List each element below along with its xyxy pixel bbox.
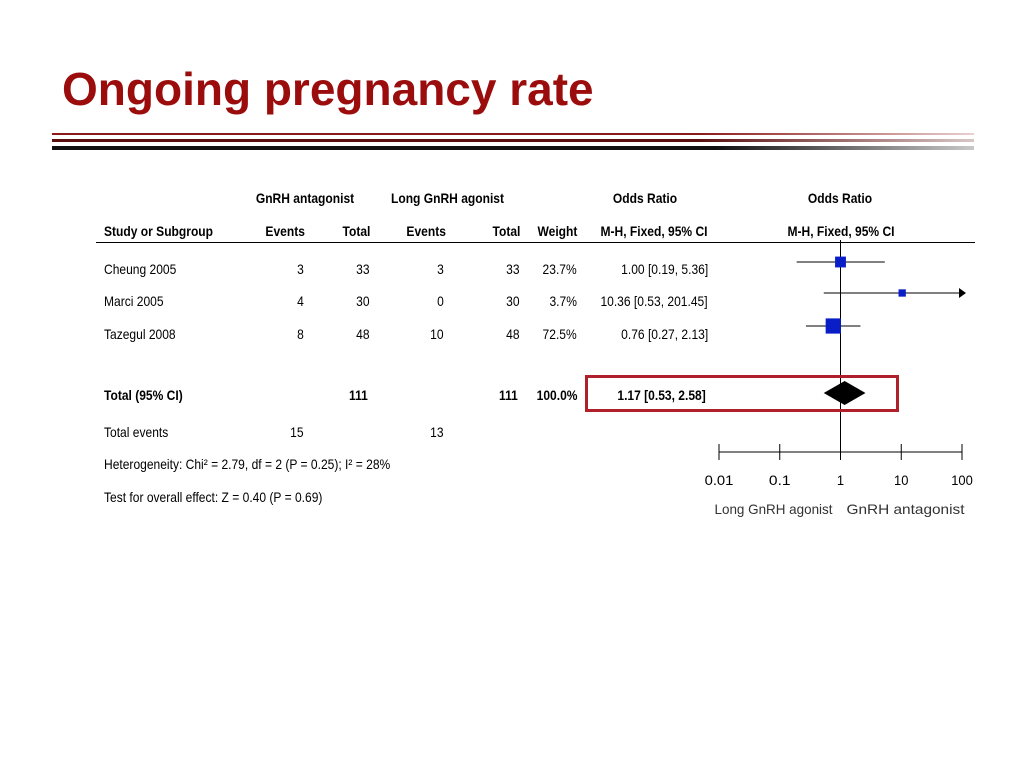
- row-study: Marci 2005: [104, 293, 164, 309]
- col-header-ctl-events: Events: [406, 223, 446, 239]
- row-study: Cheung 2005: [104, 261, 177, 277]
- row-ctl-events: 10: [430, 326, 444, 342]
- x-tick-label: 10: [894, 472, 909, 488]
- title-rule-top: [52, 133, 974, 135]
- row-ctl-events: 3: [437, 261, 444, 277]
- row-exp-total: 30: [356, 293, 370, 309]
- heterogeneity-text: Heterogeneity: Chi² = 2.79, df = 2 (P = …: [104, 456, 391, 472]
- total-weight: 100.0%: [536, 387, 577, 403]
- header-rule: [96, 242, 975, 243]
- pooled-diamond: [823, 381, 866, 405]
- col-header-weight: Weight: [537, 223, 577, 239]
- x-tick-label: 100: [951, 472, 973, 488]
- x-tick-label: 1: [837, 472, 844, 488]
- row-weight: 72.5%: [542, 326, 577, 342]
- total-label: Total (95% CI): [104, 387, 183, 403]
- forest-plot: 0.01 0.1 1 10 100 Long GnRH agonist GnRH antag…: [705, 240, 973, 517]
- col-header-exp-events: Events: [265, 223, 305, 239]
- row-exp-events: 8: [297, 326, 304, 342]
- row-ctl-events: 0: [437, 293, 444, 309]
- slide-title: Ongoing pregnancy rate: [62, 63, 594, 115]
- row-exp-total: 48: [356, 326, 370, 342]
- total-events-exp: 15: [290, 424, 304, 440]
- row-ctl-total: 33: [506, 261, 520, 277]
- group-header-control: Long GnRH agonist: [390, 190, 505, 206]
- group-header-or-ci: Odds Ratio: [612, 190, 678, 206]
- row-ci: 10.36 [0.53, 201.45]: [600, 293, 708, 309]
- total-events-label: Total events: [104, 424, 169, 440]
- overall-effect-text: Test for overall effect: Z = 0.40 (P = 0…: [104, 489, 323, 505]
- group-header-or-plot: Odds Ratio: [807, 190, 873, 206]
- total-highlight-box: [585, 375, 899, 412]
- col-header-ctl-total: Total: [492, 223, 520, 239]
- group-header-experimental: GnRH antagonist: [255, 190, 355, 206]
- study-box: [825, 318, 841, 334]
- x-tick-label: 0.01: [705, 472, 734, 488]
- row-ctl-total: 30: [506, 293, 520, 309]
- row-ctl-total: 48: [506, 326, 520, 342]
- row-exp-events: 4: [297, 293, 304, 309]
- title-rule-middle: [52, 139, 974, 142]
- study-box: [835, 256, 846, 268]
- ci-arrow: [959, 288, 966, 298]
- title-rule-bottom: [52, 146, 974, 150]
- row-exp-total: 33: [356, 261, 370, 277]
- total-ctl-total: 111: [499, 387, 518, 403]
- total-ci: 1.17 [0.53, 2.58]: [617, 387, 706, 403]
- x-tick-label: 0.1: [769, 472, 791, 488]
- favours-left-label: Long GnRH agonist: [715, 501, 833, 517]
- col-header-exp-total: Total: [342, 223, 370, 239]
- row-ci: 0.76 [0.27, 2.13]: [620, 326, 708, 342]
- row-study: Tazegul 2008: [104, 326, 176, 342]
- col-header-plot: M-H, Fixed, 95% CI: [787, 223, 895, 239]
- favours-right-label: GnRH antagonist: [847, 501, 965, 517]
- col-header-study: Study or Subgroup: [104, 223, 214, 239]
- row-weight: 23.7%: [542, 261, 577, 277]
- row-ci: 1.00 [0.19, 5.36]: [620, 261, 708, 277]
- total-events-ctl: 13: [430, 424, 444, 440]
- study-box: [898, 289, 906, 297]
- row-exp-events: 3: [297, 261, 304, 277]
- col-header-ci: M-H, Fixed, 95% CI: [600, 223, 708, 239]
- total-exp-total: 111: [349, 387, 368, 403]
- row-weight: 3.7%: [549, 293, 577, 309]
